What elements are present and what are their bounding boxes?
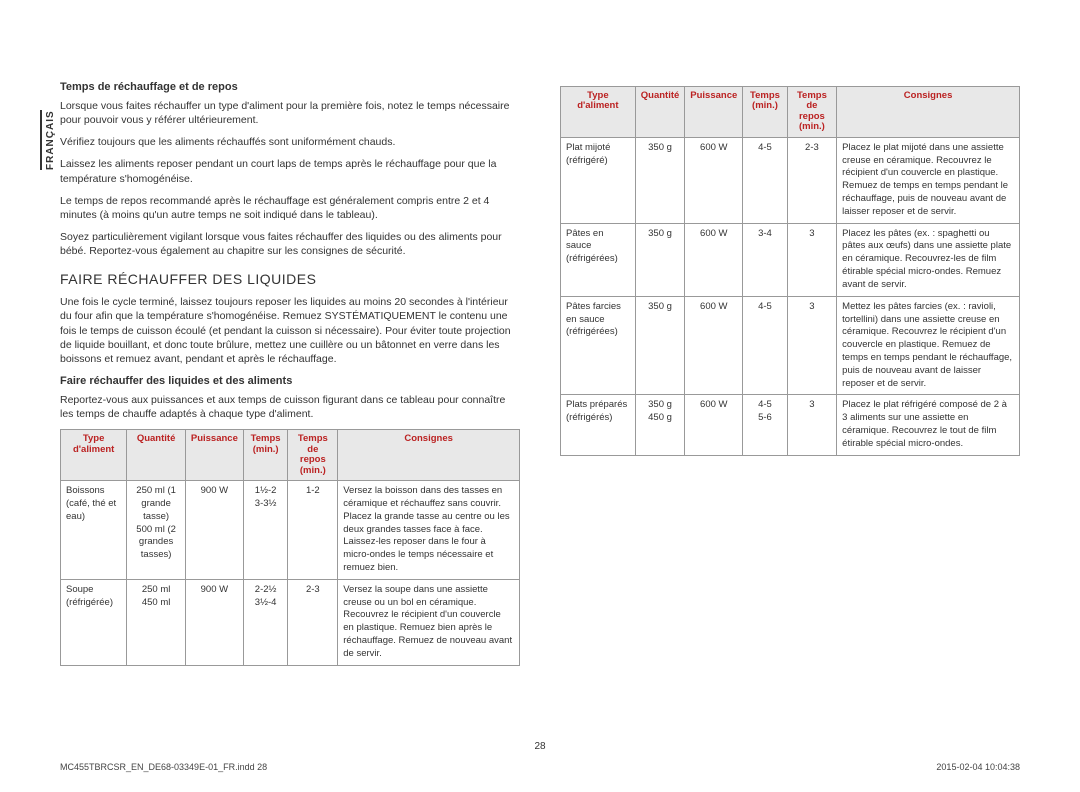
- subheading-reheat-food: Faire réchauffer des liquides et des ali…: [60, 374, 520, 389]
- th-time: Temps (min.): [243, 430, 288, 481]
- table-row: Plats préparés (réfrigérés)350 g 450 g60…: [561, 395, 1020, 455]
- th-power: Puissance: [685, 87, 743, 138]
- table-cell: 3: [787, 395, 837, 455]
- subheading-reheat-rest: Temps de réchauffage et de repos: [60, 80, 520, 95]
- table-cell: 4-5: [743, 137, 787, 223]
- paragraph: Une fois le cycle terminé, laissez toujo…: [60, 295, 520, 366]
- section-heading-liquids: FAIRE RÉCHAUFFER DES LIQUIDES: [60, 270, 520, 289]
- table-cell: 2-3: [288, 579, 338, 665]
- table-cell: 900 W: [185, 579, 243, 665]
- th-notes: Consignes: [837, 87, 1020, 138]
- table-cell: Placez le plat mijoté dans une assiette …: [837, 137, 1020, 223]
- table-row: Soupe (réfrigérée)250 ml 450 ml900 W2-2½…: [61, 579, 520, 665]
- left-column: Temps de réchauffage et de repos Lorsque…: [60, 80, 520, 762]
- footer-timestamp: 2015-02-04 10:04:38: [936, 762, 1020, 772]
- table-cell: 350 g: [635, 223, 685, 296]
- th-type: Type d'aliment: [561, 87, 636, 138]
- table-cell: Placez les pâtes (ex. : spaghetti ou pât…: [837, 223, 1020, 296]
- table-cell: Pâtes en sauce (réfrigérées): [561, 223, 636, 296]
- table-row: Pâtes en sauce (réfrigérées)350 g600 W3-…: [561, 223, 1020, 296]
- paragraph: Reportez-vous aux puissances et aux temp…: [60, 393, 520, 421]
- table-cell: Plats préparés (réfrigérés): [561, 395, 636, 455]
- paragraph: Vérifiez toujours que les aliments récha…: [60, 135, 520, 149]
- table-cell: 600 W: [685, 296, 743, 395]
- two-column-layout: Temps de réchauffage et de repos Lorsque…: [60, 80, 1020, 762]
- page-number: 28: [0, 741, 1080, 752]
- footer-file: MC455TBRCSR_EN_DE68-03349E-01_FR.indd 28: [60, 762, 267, 772]
- table-cell: 600 W: [685, 137, 743, 223]
- th-rest: Temps de repos (min.): [288, 430, 338, 481]
- paragraph: Lorsque vous faites réchauffer un type d…: [60, 99, 520, 127]
- table-cell: Plat mijoté (réfrigéré): [561, 137, 636, 223]
- table-right: Type d'aliment Quantité Puissance Temps …: [560, 86, 1020, 456]
- table-cell: 900 W: [185, 481, 243, 580]
- paragraph: Soyez particulièrement vigilant lorsque …: [60, 230, 520, 258]
- table-left-body: Boissons (café, thé et eau)250 ml (1 gra…: [61, 481, 520, 666]
- table-cell: Pâtes farcies en sauce (réfrigérées): [561, 296, 636, 395]
- table-cell: 4-5 5-6: [743, 395, 787, 455]
- table-row: Boissons (café, thé et eau)250 ml (1 gra…: [61, 481, 520, 580]
- table-row: Plat mijoté (réfrigéré)350 g600 W4-52-3P…: [561, 137, 1020, 223]
- paragraph: Le temps de repos recommandé après le ré…: [60, 194, 520, 222]
- table-row: Pâtes farcies en sauce (réfrigérées)350 …: [561, 296, 1020, 395]
- table-cell: 3: [787, 296, 837, 395]
- right-column: Type d'aliment Quantité Puissance Temps …: [560, 80, 1020, 762]
- table-cell: 250 ml 450 ml: [127, 579, 186, 665]
- table-cell: 250 ml (1 grande tasse) 500 ml (2 grande…: [127, 481, 186, 580]
- footer: MC455TBRCSR_EN_DE68-03349E-01_FR.indd 28…: [60, 762, 1020, 772]
- table-cell: 2-3: [787, 137, 837, 223]
- table-right-body: Plat mijoté (réfrigéré)350 g600 W4-52-3P…: [561, 137, 1020, 455]
- th-quantity: Quantité: [127, 430, 186, 481]
- document-page: FRANÇAIS Temps de réchauffage et de repo…: [0, 0, 1080, 792]
- table-cell: 600 W: [685, 395, 743, 455]
- table-cell: Boissons (café, thé et eau): [61, 481, 127, 580]
- th-notes: Consignes: [338, 430, 520, 481]
- table-cell: Versez la boisson dans des tasses en cér…: [338, 481, 520, 580]
- th-time: Temps (min.): [743, 87, 787, 138]
- table-cell: 350 g: [635, 137, 685, 223]
- table-left: Type d'aliment Quantité Puissance Temps …: [60, 429, 520, 665]
- th-type: Type d'aliment: [61, 430, 127, 481]
- th-power: Puissance: [185, 430, 243, 481]
- table-cell: Mettez les pâtes farcies (ex. : ravioli,…: [837, 296, 1020, 395]
- table-cell: 2-2½ 3½-4: [243, 579, 288, 665]
- table-cell: Soupe (réfrigérée): [61, 579, 127, 665]
- table-cell: Placez le plat réfrigéré composé de 2 à …: [837, 395, 1020, 455]
- table-cell: Versez la soupe dans une assiette creuse…: [338, 579, 520, 665]
- paragraph: Laissez les aliments reposer pendant un …: [60, 157, 520, 185]
- th-quantity: Quantité: [635, 87, 685, 138]
- th-rest: Temps de repos (min.): [787, 87, 837, 138]
- language-tab: FRANÇAIS: [40, 110, 56, 170]
- table-cell: 1½-2 3-3½: [243, 481, 288, 580]
- table-cell: 1-2: [288, 481, 338, 580]
- table-cell: 3: [787, 223, 837, 296]
- table-cell: 4-5: [743, 296, 787, 395]
- table-cell: 3-4: [743, 223, 787, 296]
- table-cell: 350 g 450 g: [635, 395, 685, 455]
- table-cell: 600 W: [685, 223, 743, 296]
- table-cell: 350 g: [635, 296, 685, 395]
